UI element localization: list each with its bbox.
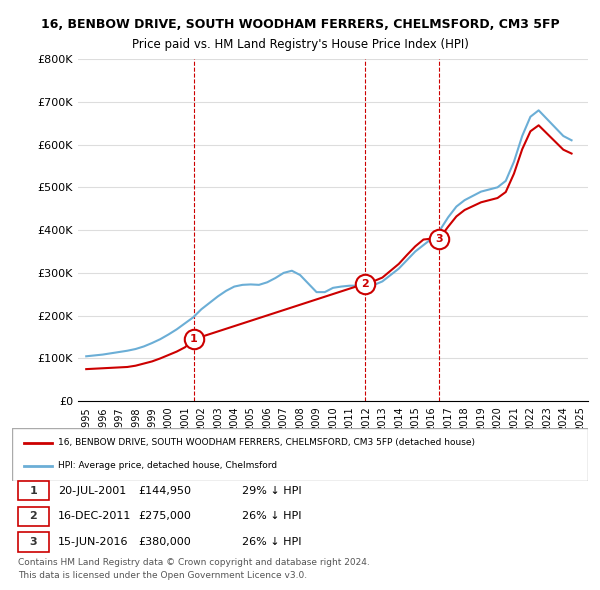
Text: £380,000: £380,000 xyxy=(139,537,191,547)
Text: 1: 1 xyxy=(29,486,37,496)
Text: 26% ↓ HPI: 26% ↓ HPI xyxy=(242,537,302,547)
Text: 16-DEC-2011: 16-DEC-2011 xyxy=(58,512,131,521)
Text: HPI: Average price, detached house, Chelmsford: HPI: Average price, detached house, Chel… xyxy=(58,461,277,470)
Text: 29% ↓ HPI: 29% ↓ HPI xyxy=(242,486,302,496)
FancyBboxPatch shape xyxy=(18,532,49,552)
Text: This data is licensed under the Open Government Licence v3.0.: This data is licensed under the Open Gov… xyxy=(18,571,307,579)
Text: £144,950: £144,950 xyxy=(139,486,192,496)
Text: 2: 2 xyxy=(29,512,37,521)
Text: 15-JUN-2016: 15-JUN-2016 xyxy=(58,537,128,547)
FancyBboxPatch shape xyxy=(18,481,49,500)
Text: 1: 1 xyxy=(190,334,198,344)
Text: 3: 3 xyxy=(436,234,443,244)
Text: 3: 3 xyxy=(29,537,37,547)
Text: 16, BENBOW DRIVE, SOUTH WOODHAM FERRERS, CHELMSFORD, CM3 5FP: 16, BENBOW DRIVE, SOUTH WOODHAM FERRERS,… xyxy=(41,18,559,31)
Text: Contains HM Land Registry data © Crown copyright and database right 2024.: Contains HM Land Registry data © Crown c… xyxy=(18,558,370,566)
FancyBboxPatch shape xyxy=(18,507,49,526)
Text: 26% ↓ HPI: 26% ↓ HPI xyxy=(242,512,302,521)
Text: £275,000: £275,000 xyxy=(139,512,191,521)
Text: 2: 2 xyxy=(361,278,369,289)
Text: 16, BENBOW DRIVE, SOUTH WOODHAM FERRERS, CHELMSFORD, CM3 5FP (detached house): 16, BENBOW DRIVE, SOUTH WOODHAM FERRERS,… xyxy=(58,438,475,447)
Text: 20-JUL-2001: 20-JUL-2001 xyxy=(58,486,127,496)
FancyBboxPatch shape xyxy=(12,428,588,481)
Text: Price paid vs. HM Land Registry's House Price Index (HPI): Price paid vs. HM Land Registry's House … xyxy=(131,38,469,51)
